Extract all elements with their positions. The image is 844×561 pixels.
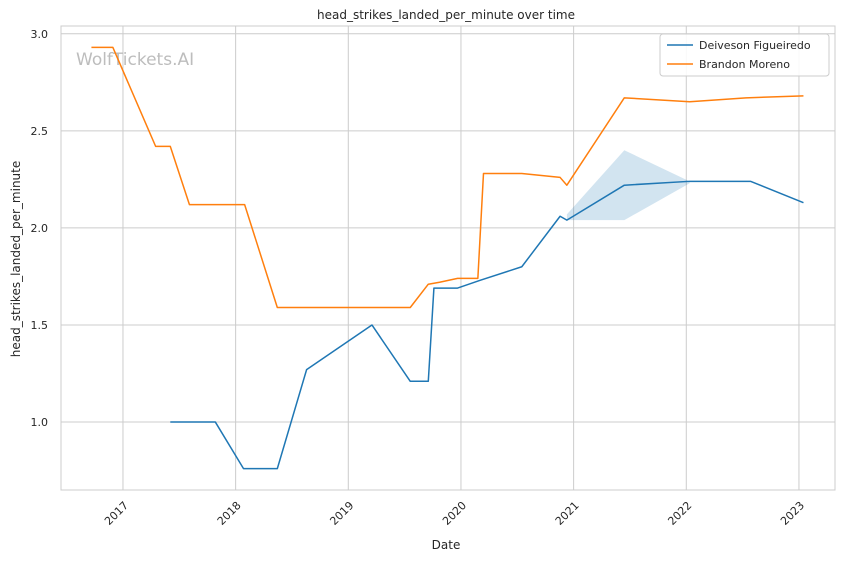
y-axis-ticks: 1.0 1.5 2.0 2.5 3.0: [31, 28, 49, 429]
watermark: WolfTickets.AI: [76, 50, 194, 70]
grid-lines: [61, 26, 835, 490]
legend-label-deiveson: Deiveson Figueiredo: [699, 39, 811, 52]
y-tick-label: 1.5: [31, 319, 49, 332]
legend-label-brandon: Brandon Moreno: [699, 58, 790, 71]
y-tick-label: 3.0: [31, 28, 49, 41]
legend-box: [659, 33, 830, 77]
y-tick-label: 2.5: [31, 125, 49, 138]
series-line-0: [170, 180, 804, 470]
y-axis-label: head_strikes_landed_per_minute: [9, 161, 23, 358]
chart-title: head_strikes_landed_per_minute over time: [317, 8, 575, 22]
y-tick-label: 2.0: [31, 222, 49, 235]
series-lines: [91, 46, 804, 470]
plot-area-frame: [60, 25, 836, 491]
series-line-1: [91, 46, 804, 309]
legend: Deiveson Figueiredo Brandon Moreno: [659, 33, 830, 77]
x-axis-label: Date: [432, 538, 461, 552]
y-tick-label: 1.0: [31, 416, 49, 429]
